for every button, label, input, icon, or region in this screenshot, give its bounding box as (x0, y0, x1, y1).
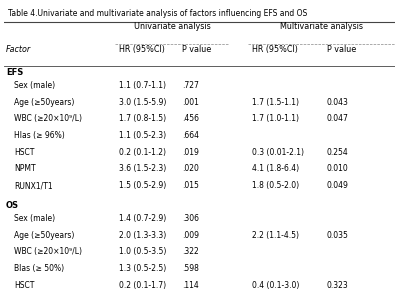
Text: 0.035: 0.035 (326, 230, 348, 240)
Text: .664: .664 (182, 131, 199, 140)
Text: 0.3 (0.01-2.1): 0.3 (0.01-2.1) (252, 148, 304, 157)
Text: HR (95%CI): HR (95%CI) (252, 45, 298, 54)
Text: HSCT: HSCT (14, 281, 34, 290)
Text: 0.2 (0.1-1.7): 0.2 (0.1-1.7) (119, 281, 166, 290)
Text: .001: .001 (182, 98, 199, 107)
Text: Sex (male): Sex (male) (14, 81, 55, 90)
Text: .306: .306 (182, 214, 199, 223)
Text: .009: .009 (182, 230, 199, 240)
Text: Age (≥50years): Age (≥50years) (14, 230, 74, 240)
Text: 1.7 (0.8-1.5): 1.7 (0.8-1.5) (119, 114, 166, 123)
Text: 0.049: 0.049 (326, 181, 348, 190)
Text: Hlas (≥ 96%): Hlas (≥ 96%) (14, 131, 65, 140)
Text: .727: .727 (182, 81, 199, 90)
Text: P value: P value (182, 45, 211, 54)
Text: 0.4 (0.1-3.0): 0.4 (0.1-3.0) (252, 281, 300, 290)
Text: 0.254: 0.254 (326, 148, 348, 157)
Text: 1.1 (0.7-1.1): 1.1 (0.7-1.1) (119, 81, 166, 90)
Text: .456: .456 (182, 114, 199, 123)
Text: 0.043: 0.043 (326, 98, 348, 107)
Text: Factor: Factor (6, 45, 31, 54)
Text: HSCT: HSCT (14, 148, 34, 157)
Text: WBC (≥20×10⁹/L): WBC (≥20×10⁹/L) (14, 247, 82, 256)
Text: 2.2 (1.1-4.5): 2.2 (1.1-4.5) (252, 230, 299, 240)
Text: 0.047: 0.047 (326, 114, 348, 123)
Text: EFS: EFS (6, 68, 23, 77)
Text: 3.6 (1.5-2.3): 3.6 (1.5-2.3) (119, 164, 167, 173)
Text: .015: .015 (182, 181, 199, 190)
Text: Blas (≥ 50%): Blas (≥ 50%) (14, 264, 64, 273)
Text: Multivariate analysis: Multivariate analysis (280, 22, 363, 31)
Text: Age (≥50years): Age (≥50years) (14, 98, 74, 107)
Text: 1.5 (0.5-2.9): 1.5 (0.5-2.9) (119, 181, 167, 190)
Text: 1.3 (0.5-2.5): 1.3 (0.5-2.5) (119, 264, 167, 273)
Text: 2.0 (1.3-3.3): 2.0 (1.3-3.3) (119, 230, 167, 240)
Text: 1.1 (0.5-2.3): 1.1 (0.5-2.3) (119, 131, 166, 140)
Text: WBC (≥20×10⁹/L): WBC (≥20×10⁹/L) (14, 114, 82, 123)
Text: Table 4.Univariate and multivariate analysis of factors influencing EFS and OS: Table 4.Univariate and multivariate anal… (8, 9, 307, 18)
Text: .114: .114 (182, 281, 199, 290)
Text: 1.8 (0.5-2.0): 1.8 (0.5-2.0) (252, 181, 299, 190)
Text: 0.323: 0.323 (326, 281, 348, 290)
Text: .020: .020 (182, 164, 199, 173)
Text: .322: .322 (182, 247, 199, 256)
Text: 4.1 (1.8-6.4): 4.1 (1.8-6.4) (252, 164, 299, 173)
Text: Sex (male): Sex (male) (14, 214, 55, 223)
Text: P value: P value (326, 45, 356, 54)
Text: Univariate analysis: Univariate analysis (134, 22, 211, 31)
Text: 3.0 (1.5-5.9): 3.0 (1.5-5.9) (119, 98, 167, 107)
Text: 1.7 (1.0-1.1): 1.7 (1.0-1.1) (252, 114, 299, 123)
Text: 1.0 (0.5-3.5): 1.0 (0.5-3.5) (119, 247, 167, 256)
Text: OS: OS (6, 201, 19, 210)
Text: HR (95%CI): HR (95%CI) (119, 45, 165, 54)
Text: RUNX1/T1: RUNX1/T1 (14, 181, 52, 190)
Text: .019: .019 (182, 148, 199, 157)
Text: 1.4 (0.7-2.9): 1.4 (0.7-2.9) (119, 214, 167, 223)
Text: .598: .598 (182, 264, 199, 273)
Text: 0.010: 0.010 (326, 164, 348, 173)
Text: 1.7 (1.5-1.1): 1.7 (1.5-1.1) (252, 98, 299, 107)
Text: 0.2 (0.1-1.2): 0.2 (0.1-1.2) (119, 148, 166, 157)
Text: NPMT: NPMT (14, 164, 36, 173)
